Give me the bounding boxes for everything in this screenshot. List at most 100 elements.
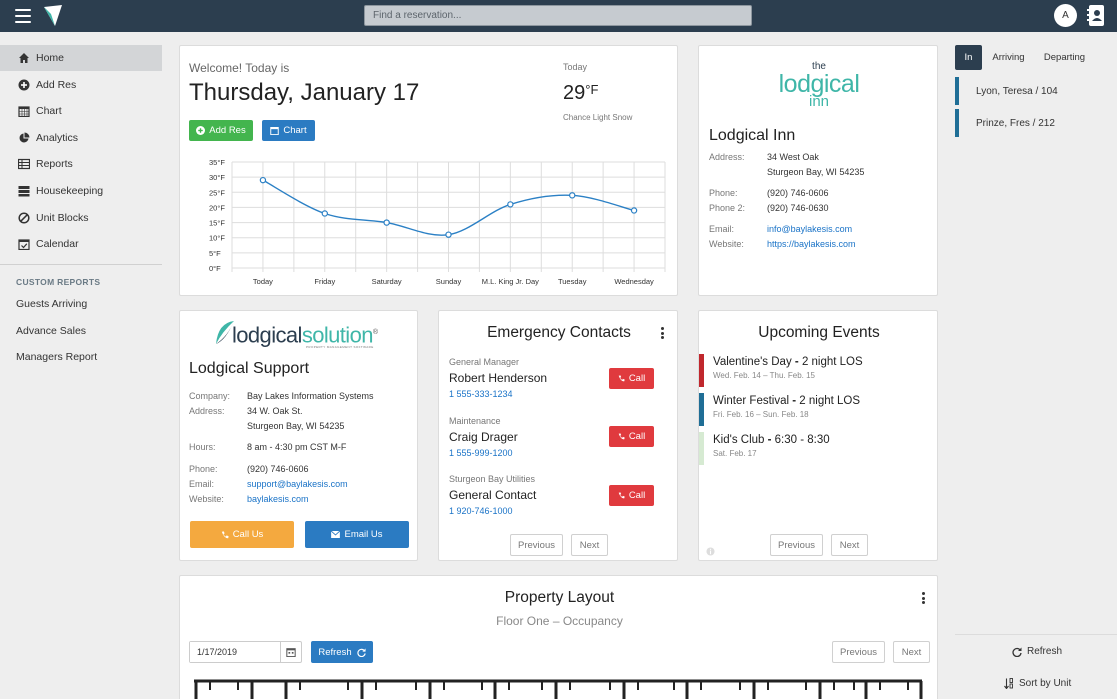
sidebar-item-add-res[interactable]: Add Res bbox=[0, 72, 162, 98]
inn-phone2: (920) 746-0630 bbox=[767, 203, 829, 213]
support-hours: 8 am - 4:30 pm CST M-F bbox=[247, 442, 347, 452]
report-link-managers-report[interactable]: Managers Report bbox=[16, 351, 98, 363]
sidebar-item-label: Chart bbox=[36, 105, 62, 117]
previous-button[interactable]: Previous bbox=[510, 534, 563, 556]
next-button[interactable]: Next bbox=[831, 534, 868, 556]
x-tick-label: Sunday bbox=[436, 277, 462, 286]
kebab-menu-icon[interactable] bbox=[660, 327, 664, 339]
event-name: Kid's Club bbox=[713, 434, 765, 446]
server-icon bbox=[18, 185, 30, 197]
plus-circle-icon bbox=[196, 126, 206, 135]
add-res-label: Add Res bbox=[209, 125, 246, 136]
sort-by-unit-button[interactable]: Sort by Unit bbox=[1004, 678, 1071, 689]
inn-email-label: Email: bbox=[709, 224, 735, 234]
sidebar-item-home[interactable]: Home bbox=[0, 45, 162, 71]
layout-date-input[interactable] bbox=[190, 642, 281, 662]
previous-button[interactable]: Previous bbox=[770, 534, 823, 556]
inn-phone: (920) 746-0606 bbox=[767, 188, 829, 198]
inn-address-line1: 34 West Oak bbox=[767, 152, 819, 162]
weather-today-label: Today bbox=[563, 62, 588, 72]
sidebar-item-label: Analytics bbox=[36, 132, 79, 144]
next-button[interactable]: Next bbox=[893, 641, 930, 663]
inn-logo-lodgical: lodgical bbox=[778, 70, 860, 98]
property-layout-card: Property Layout Floor One – Occupancy Re… bbox=[179, 575, 938, 699]
support-email-label: Email: bbox=[189, 479, 215, 489]
logo-wordmark: lodgicalsolution® bbox=[232, 319, 378, 349]
reservation-search-input[interactable] bbox=[364, 5, 752, 26]
sidebar-item-chart[interactable]: Chart bbox=[0, 98, 162, 124]
sidebar-item-reports[interactable]: Reports bbox=[0, 151, 162, 177]
email-us-button[interactable]: Email Us bbox=[305, 521, 409, 548]
next-button[interactable]: Next bbox=[571, 534, 608, 556]
call-contact-button[interactable]: Call bbox=[609, 368, 654, 389]
app-logo-icon[interactable] bbox=[42, 4, 64, 28]
sidebar-item-label: Home bbox=[36, 52, 65, 64]
inn-email-link[interactable]: info@baylakesis.com bbox=[767, 224, 853, 234]
chart-button[interactable]: Chart bbox=[262, 120, 315, 141]
inn-logo-the: the bbox=[812, 61, 826, 72]
contact-phone-link[interactable]: 1 555-333-1234 bbox=[449, 389, 513, 399]
event-separator: - bbox=[789, 395, 800, 407]
contact-card-icon[interactable] bbox=[1087, 5, 1105, 26]
contact-phone-link[interactable]: 1 920-746-1000 bbox=[449, 506, 513, 516]
sidebar-item-label: Unit Blocks bbox=[36, 212, 89, 224]
event-name: Winter Festival bbox=[713, 395, 790, 407]
refresh-icon bbox=[356, 647, 366, 657]
refresh-label: Refresh bbox=[1027, 646, 1063, 657]
user-avatar[interactable]: A bbox=[1054, 4, 1077, 27]
event-title: Winter Festival - 2 night LOS bbox=[713, 395, 937, 407]
inn-website-link[interactable]: https://baylakesis.com bbox=[767, 239, 856, 249]
y-tick-label: 5°F bbox=[209, 249, 221, 258]
tab-in[interactable]: In bbox=[955, 45, 982, 70]
tab-arriving[interactable]: Arriving bbox=[992, 52, 1025, 63]
sidebar-divider bbox=[0, 264, 162, 265]
sidebar-item-unit-blocks[interactable]: Unit Blocks bbox=[0, 205, 162, 231]
sidebar-item-housekeeping[interactable]: Housekeeping bbox=[0, 178, 162, 204]
support-website-link[interactable]: baylakesis.com bbox=[247, 494, 309, 504]
sidebar: Home Add Res Chart Analytics Reports Hou… bbox=[0, 32, 170, 699]
date-picker[interactable] bbox=[189, 641, 302, 663]
inn-logo: the lodgical inn bbox=[699, 61, 939, 110]
inn-logo-inn: inn bbox=[808, 93, 830, 110]
call-contact-button[interactable]: Call bbox=[609, 426, 654, 447]
emergency-contacts-title: Emergency Contacts bbox=[487, 324, 631, 341]
y-tick-label: 0°F bbox=[209, 264, 221, 273]
support-company-label: Company: bbox=[189, 391, 231, 401]
home-icon bbox=[18, 52, 30, 64]
sidebar-item-calendar[interactable]: Calendar bbox=[0, 231, 162, 257]
x-tick-label: Friday bbox=[314, 277, 335, 286]
add-res-button[interactable]: Add Res bbox=[189, 120, 253, 141]
guest-list-item[interactable]: Prinze, Fres / 212 bbox=[955, 109, 1115, 137]
kebab-menu-icon[interactable] bbox=[921, 592, 925, 604]
event-dates: Sat. Feb. 17 bbox=[713, 449, 757, 458]
sidebar-item-label: Calendar bbox=[36, 238, 79, 250]
support-email-link[interactable]: support@baylakesis.com bbox=[247, 479, 348, 489]
logo-subtitle: PROPERTY MANAGEMENT SOFTWARE bbox=[306, 345, 374, 349]
report-link-advance-sales[interactable]: Advance Sales bbox=[16, 325, 87, 337]
tab-departing[interactable]: Departing bbox=[1043, 52, 1086, 63]
refresh-layout-button[interactable]: Refresh bbox=[311, 641, 373, 663]
previous-button[interactable]: Previous bbox=[832, 641, 885, 663]
ban-icon bbox=[18, 212, 30, 224]
calendar-icon[interactable] bbox=[281, 642, 301, 662]
refresh-list-button[interactable]: Refresh bbox=[1012, 646, 1062, 657]
call-us-button[interactable]: Call Us bbox=[190, 521, 294, 548]
support-address-line2: Sturgeon Bay, WI 54235 bbox=[247, 421, 345, 431]
inn-address-line2: Sturgeon Bay, WI 54235 bbox=[767, 167, 865, 177]
event-item[interactable]: Winter Festival - 2 night LOS Fri. Feb. … bbox=[699, 393, 937, 426]
sidebar-item-analytics[interactable]: Analytics bbox=[0, 125, 162, 151]
contact-role: Maintenance bbox=[449, 416, 501, 426]
contact-phone-link[interactable]: 1 555-999-1200 bbox=[449, 448, 513, 458]
contact-name: General Contact bbox=[449, 488, 537, 502]
hamburger-menu-icon[interactable] bbox=[15, 9, 31, 23]
call-contact-button[interactable]: Call bbox=[609, 485, 654, 506]
report-link-guests-arriving[interactable]: Guests Arriving bbox=[16, 298, 88, 310]
info-icon[interactable] bbox=[706, 547, 715, 556]
event-detail: 6:30 - 8:30 bbox=[774, 434, 830, 446]
support-phone-label: Phone: bbox=[189, 464, 218, 474]
plus-circle-icon bbox=[18, 79, 30, 91]
guest-list-item[interactable]: Lyon, Teresa / 104 bbox=[955, 77, 1115, 105]
event-item[interactable]: Valentine's Day - 2 night LOS Wed. Feb. … bbox=[699, 354, 937, 387]
envelope-icon bbox=[331, 531, 341, 538]
event-item[interactable]: Kid's Club - 6:30 - 8:30 Sat. Feb. 17 bbox=[699, 432, 937, 465]
